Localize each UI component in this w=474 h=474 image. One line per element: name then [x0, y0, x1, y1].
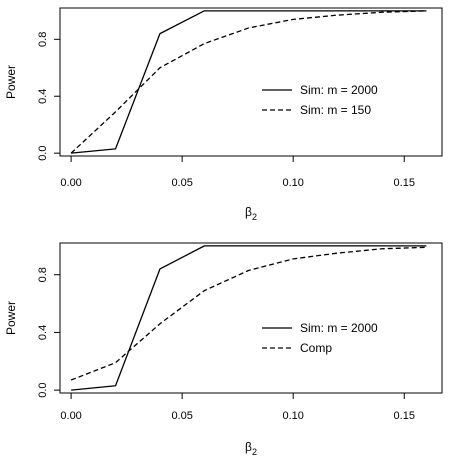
chart-panel-2: 0.00 0.05 0.10 0.15 0.0 0.4 0.8 Power β2 Sim: m =… [4, 242, 443, 457]
series-line-1 [71, 10, 427, 154]
series-line-1 [71, 245, 427, 391]
x-tick-label: 0.05 [171, 410, 192, 422]
y-tick-label: 0.4 [37, 325, 49, 340]
plot-frame [59, 242, 443, 394]
y-tick-label: 0.0 [37, 146, 49, 161]
x-tick-label: 0.00 [60, 177, 81, 189]
series-line-2 [70, 246, 427, 381]
x-tick-label: 0.05 [171, 177, 192, 189]
chart-panel-1: 0.00 0.05 0.10 0.15 0.0 0.4 0.8 Power β2 Sim: m =… [4, 7, 443, 222]
x-axis-symbol: β [245, 440, 252, 454]
y-tick-label: 0.0 [37, 382, 49, 397]
x-axis-title: β2 [245, 440, 257, 457]
plot-frame [59, 7, 443, 157]
series-line-2 [70, 10, 427, 154]
x-tick-label: 0.15 [394, 177, 415, 189]
x-tick-label: 0.15 [394, 410, 415, 422]
x-axis-title: β2 [245, 205, 257, 222]
legend-label-2: Comp [300, 341, 332, 355]
legend-label-1: Sim: m = 2000 [300, 83, 378, 97]
x-tick-label: 0.00 [60, 410, 81, 422]
x-axis-subscript: 2 [252, 447, 257, 457]
legend-label-1: Sim: m = 2000 [300, 321, 378, 335]
y-tick-label: 0.4 [37, 89, 49, 104]
x-tick-label: 0.10 [282, 410, 303, 422]
y-axis-title: Power [4, 65, 18, 99]
legend-label-2: Sim: m = 150 [300, 103, 371, 117]
x-axis-symbol: β [245, 205, 252, 219]
y-axis-title: Power [4, 301, 18, 335]
x-tick-label: 0.10 [282, 177, 303, 189]
y-tick-label: 0.8 [37, 32, 49, 47]
y-tick-label: 0.8 [37, 267, 49, 282]
x-axis-subscript: 2 [252, 212, 257, 222]
